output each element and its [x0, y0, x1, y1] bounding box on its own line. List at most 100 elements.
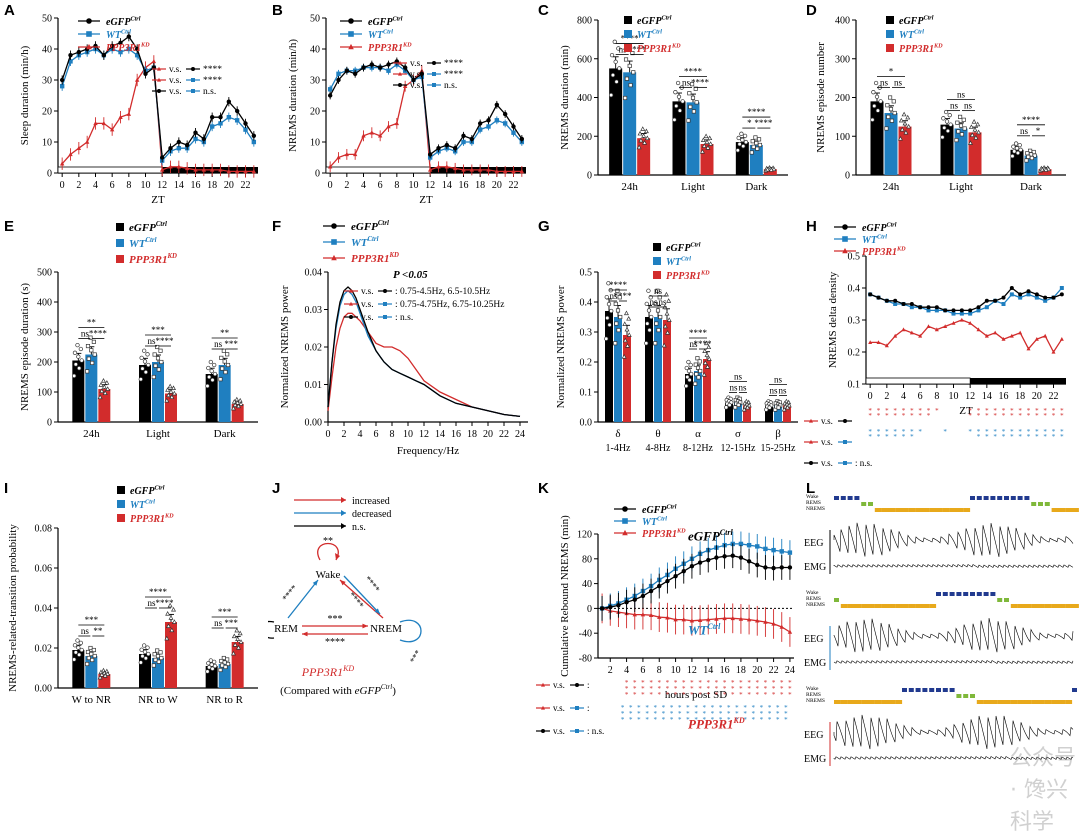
nrems-bar [915, 604, 923, 608]
marker-circle [968, 308, 973, 313]
dot-square [693, 381, 698, 386]
sig-star: * [682, 679, 686, 687]
marker-square [176, 146, 182, 151]
legend-label: WTCtrl [129, 237, 157, 250]
marker-circle [779, 565, 784, 570]
legend-swatch [116, 223, 124, 231]
bar-PPP3R1 [743, 405, 751, 422]
dot-square [892, 110, 897, 116]
nrems-bar [1010, 604, 1018, 608]
dot-square [219, 658, 224, 664]
dot-circle [142, 643, 147, 648]
sig-label: ns [950, 101, 959, 111]
dot-triangle [164, 397, 170, 403]
self-loop-nrem [399, 619, 422, 643]
x-tick-label: 8 [657, 665, 662, 676]
sig-star: * [711, 716, 715, 724]
stat-vs: v.s. [361, 287, 374, 297]
marker-triangle [349, 301, 353, 306]
dot-square [155, 344, 160, 350]
y-tick-label: 200 [577, 132, 592, 143]
legend-label: WTCtrl [106, 29, 131, 42]
sig-star: * [731, 691, 735, 699]
sig-star: * [743, 716, 747, 724]
sig-label: **** [1022, 115, 1041, 125]
sig-star: * [686, 704, 690, 712]
panel-letter-K: K [538, 480, 549, 497]
dot-circle [212, 659, 217, 665]
x-tick-label: 2 [76, 180, 81, 191]
legend-label: PPP3R1KD [129, 253, 177, 266]
stat-result: : n.s. [855, 458, 872, 468]
marker-circle [1034, 292, 1039, 297]
sig-star: * [918, 407, 922, 415]
dot-circle [79, 358, 84, 363]
dot-triangle [171, 390, 177, 396]
wake-bar [983, 592, 989, 596]
stat-vs: v.s. [821, 437, 833, 447]
marker-triangle [722, 615, 727, 621]
sig-label: ns [734, 372, 743, 382]
dot-triangle [702, 348, 708, 353]
sig-star: * [658, 685, 662, 693]
sig-star: * [768, 710, 772, 718]
marker-triangle [1051, 349, 1056, 354]
marker-triangle [126, 111, 132, 116]
dot-triangle [171, 619, 177, 624]
marker-circle [502, 111, 508, 117]
x-tick-label: θ [655, 428, 660, 440]
dot-triangle [98, 382, 104, 387]
wake-bar [990, 592, 996, 596]
legend-swatch [653, 257, 661, 265]
nrems-bar [1058, 604, 1066, 608]
marker-circle [951, 308, 956, 313]
dark-bar [970, 378, 1066, 384]
sig-star: * [707, 679, 711, 687]
sig-label: **** [614, 291, 633, 301]
x-tick-label: 4 [901, 391, 906, 402]
sig-star: * [1010, 433, 1014, 441]
marker-triangle [622, 529, 628, 536]
dot-triangle [105, 386, 111, 391]
sig-star: * [910, 428, 914, 436]
marker-triangle [681, 617, 686, 622]
dot-triangle [231, 399, 237, 404]
marker-circle [461, 133, 466, 138]
wake-bar [990, 496, 996, 500]
dot-triangle [706, 344, 712, 350]
dot-circle [609, 52, 615, 58]
bar-eGFP [685, 374, 693, 422]
marker-circle [331, 223, 337, 229]
dot-circle [146, 651, 151, 657]
legend-label: PPP3R1KD [368, 42, 412, 55]
x-tick-label: 12 [419, 429, 429, 440]
dot-circle [676, 94, 682, 99]
nrems-bar [922, 508, 930, 512]
nrems-bar [1044, 604, 1052, 608]
light-bar [325, 166, 431, 174]
eeg-trace [833, 618, 1074, 653]
sig-star: * [1043, 433, 1047, 441]
y-tick-label: 200 [37, 358, 52, 369]
marker-circle [632, 597, 637, 602]
sig-label: ns [147, 336, 156, 346]
y-tick-label: 0.04 [305, 268, 323, 279]
marker-triangle [369, 130, 375, 135]
dot-circle [649, 314, 654, 320]
dot-triangle [967, 140, 973, 145]
dot-circle [736, 135, 741, 141]
dot-triangle [622, 321, 628, 326]
sig-star: * [690, 679, 694, 687]
marker-triangle [842, 247, 848, 254]
sig-star: * [985, 428, 989, 436]
x-tick-label: 2 [608, 665, 613, 676]
stat-vs: v.s. [553, 680, 565, 690]
stat-vs: v.s. [553, 703, 565, 713]
x-tick-label: 22 [1049, 391, 1059, 402]
sig-star: * [629, 716, 633, 724]
marker-circle [452, 146, 458, 151]
marker-triangle [648, 612, 654, 617]
sig-label: **** [156, 336, 175, 346]
dot-circle [680, 99, 685, 104]
nrems-bar [1044, 700, 1052, 704]
